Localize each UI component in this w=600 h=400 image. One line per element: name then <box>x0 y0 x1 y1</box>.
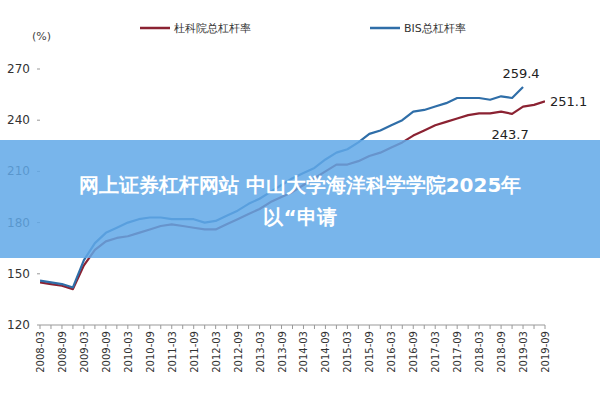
x-tick <box>248 325 249 329</box>
banner-text: 网上证券杠杆网站 中山大学海洋科学学院2025年 <box>79 173 522 197</box>
x-tick-label: 2012-09 <box>233 331 244 373</box>
x-tick-label: 2014-03 <box>298 331 309 373</box>
x-tick <box>347 325 348 329</box>
x-tick <box>545 325 546 329</box>
banner-text: 以“申请 <box>263 205 336 229</box>
legend-label: BIS总杠杆率 <box>404 22 466 35</box>
x-tick-label: 2008-09 <box>57 331 68 373</box>
legend-label: 杜科院总杠杆率 <box>174 22 251 35</box>
x-tick <box>127 325 128 329</box>
x-tick-label: 2018-03 <box>474 331 485 373</box>
x-tick <box>479 325 480 329</box>
x-tick <box>413 325 414 329</box>
x-tick-label: 2012-03 <box>211 331 222 373</box>
x-tick <box>270 325 271 329</box>
x-tick-label: 2018-09 <box>496 331 507 373</box>
x-tick <box>490 325 491 329</box>
annotation: 251.1 <box>550 94 587 109</box>
series-line <box>40 101 545 289</box>
x-tick-label: 2011-09 <box>189 331 200 373</box>
x-tick <box>138 325 139 329</box>
x-tick <box>50 325 51 329</box>
x-tick-label: 2010-09 <box>145 331 156 373</box>
legend-swatch <box>140 27 170 30</box>
x-tick <box>336 325 337 329</box>
x-tick <box>259 325 260 329</box>
x-tick <box>61 325 62 329</box>
x-tick-label: 2015-09 <box>364 331 375 373</box>
x-tick <box>94 325 95 329</box>
x-tick <box>468 325 469 329</box>
x-tick <box>534 325 535 329</box>
x-tick-label: 2008-03 <box>35 331 46 373</box>
x-tick <box>40 325 41 329</box>
x-tick <box>215 325 216 329</box>
x-tick <box>314 325 315 329</box>
x-tick-label: 2019-09 <box>540 331 551 373</box>
x-tick-label: 2016-03 <box>386 331 397 373</box>
y-tick <box>37 120 40 121</box>
y-tick-label: 240 <box>7 113 30 127</box>
x-tick <box>391 325 392 329</box>
x-tick-label: 2013-03 <box>255 331 266 373</box>
legend-swatch <box>370 27 400 30</box>
plot-area <box>40 87 545 289</box>
x-tick <box>182 325 183 329</box>
annotation: 243.7 <box>491 127 528 142</box>
x-tick-label: 2015-03 <box>342 331 353 373</box>
x-tick <box>149 325 150 329</box>
y-tick <box>37 273 40 274</box>
x-tick <box>193 325 194 329</box>
x-tick <box>204 325 205 329</box>
x-tick <box>237 325 238 329</box>
x-tick <box>446 325 447 329</box>
x-tick <box>369 325 370 329</box>
x-tick <box>116 325 117 329</box>
x-tick-label: 2009-03 <box>79 331 90 373</box>
x-tick <box>292 325 293 329</box>
x-tick <box>424 325 425 329</box>
x-tick <box>325 325 326 329</box>
x-tick <box>72 325 73 329</box>
x-tick-label: 2009-09 <box>101 331 112 373</box>
x-tick <box>105 325 106 329</box>
y-tick-label: 270 <box>7 62 30 76</box>
y-label: (%) <box>32 30 51 43</box>
x-tick <box>171 325 172 329</box>
x-tick <box>512 325 513 329</box>
x-tick <box>435 325 436 329</box>
banner <box>0 140 600 258</box>
x-tick <box>160 325 161 329</box>
x-tick <box>501 325 502 329</box>
x-tick-label: 2010-03 <box>123 331 134 373</box>
x-tick-label: 2019-03 <box>518 331 529 373</box>
x-tick-label: 2014-09 <box>320 331 331 373</box>
x-tick <box>281 325 282 329</box>
x-tick <box>226 325 227 329</box>
x-tick <box>402 325 403 329</box>
y-tick-label: 150 <box>7 267 30 281</box>
chart: (%)1201501802102402702008-032008-092009-… <box>0 0 600 400</box>
x-tick-label: 2013-09 <box>277 331 288 373</box>
y-tick-label: 120 <box>7 318 30 332</box>
x-tick <box>83 325 84 329</box>
x-tick-label: 2017-09 <box>452 331 463 373</box>
x-tick <box>523 325 524 329</box>
x-tick-label: 2011-03 <box>167 331 178 373</box>
x-tick <box>303 325 304 329</box>
x-tick-label: 2017-03 <box>430 331 441 373</box>
annotation: 259.4 <box>502 66 539 81</box>
y-tick <box>37 69 40 70</box>
x-tick <box>358 325 359 329</box>
x-tick <box>380 325 381 329</box>
x-tick <box>457 325 458 329</box>
x-tick-label: 2016-09 <box>408 331 419 373</box>
